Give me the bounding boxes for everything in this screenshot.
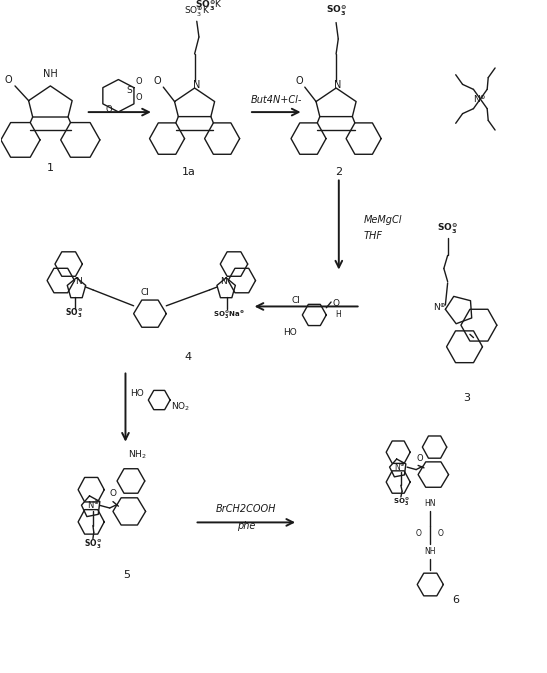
Text: 1: 1 <box>47 163 54 173</box>
Text: HO: HO <box>283 328 297 336</box>
Text: O: O <box>109 489 117 498</box>
Text: phe: phe <box>237 521 255 531</box>
Text: SO$_3^{\oplus}$K: SO$_3^{\oplus}$K <box>184 4 210 19</box>
Text: N: N <box>193 80 200 90</box>
Text: THF: THF <box>363 232 382 242</box>
Text: Cl: Cl <box>141 287 149 297</box>
Text: 6: 6 <box>452 595 459 604</box>
Text: O: O <box>415 529 421 538</box>
Text: N$^{\oplus}$: N$^{\oplus}$ <box>433 302 447 313</box>
Text: N$^{\oplus}$: N$^{\oplus}$ <box>474 93 487 105</box>
Text: N$^{\oplus}$: N$^{\oplus}$ <box>394 462 405 472</box>
Text: $\mathbf{SO_3^{\ominus}}$: $\mathbf{SO_3^{\ominus}}$ <box>325 3 347 18</box>
Text: Cl: Cl <box>292 296 301 305</box>
Text: O: O <box>105 105 112 114</box>
Text: NH: NH <box>424 547 436 556</box>
Text: $\mathbf{SO_3^{\ominus}}$K: $\mathbf{SO_3^{\ominus}}$K <box>195 0 223 13</box>
Text: HN: HN <box>424 499 436 508</box>
Text: O: O <box>416 454 423 464</box>
Text: MeMgCl: MeMgCl <box>363 215 402 225</box>
Text: S: S <box>126 86 132 95</box>
Text: O: O <box>295 76 303 86</box>
Text: 5: 5 <box>123 570 130 579</box>
Text: $\mathbf{SO_3^{\ominus}}$: $\mathbf{SO_3^{\ominus}}$ <box>393 496 409 508</box>
Text: N: N <box>75 277 82 286</box>
Text: N$^{\oplus}$: N$^{\oplus}$ <box>86 499 100 511</box>
Text: $\mathbf{SO_3^{\ominus}Na^{\oplus}}$: $\mathbf{SO_3^{\ominus}Na^{\oplus}}$ <box>213 308 245 321</box>
Text: BrCH2COOH: BrCH2COOH <box>216 504 277 514</box>
Text: 1a: 1a <box>182 168 196 177</box>
Text: O: O <box>333 299 339 308</box>
Text: NH$_2$: NH$_2$ <box>128 448 147 461</box>
Text: N: N <box>334 80 342 90</box>
Text: NH: NH <box>43 69 58 79</box>
Text: But4N+Cl-: But4N+Cl- <box>251 96 302 105</box>
Text: O: O <box>4 75 12 85</box>
Text: O: O <box>437 529 443 538</box>
Text: O: O <box>154 76 161 86</box>
Text: $\mathbf{SO_3^{\ominus}}$: $\mathbf{SO_3^{\ominus}}$ <box>66 307 84 320</box>
Text: O: O <box>136 77 142 86</box>
Text: O: O <box>136 94 142 102</box>
Text: 3: 3 <box>463 393 470 403</box>
Text: HO: HO <box>131 389 144 398</box>
Text: NO$_2$: NO$_2$ <box>171 400 191 413</box>
Text: 4: 4 <box>184 353 191 363</box>
Text: $\mathbf{SO_3^{\ominus}}$: $\mathbf{SO_3^{\ominus}}$ <box>437 222 458 236</box>
Text: $\mathbf{SO_3^{\ominus}}$: $\mathbf{SO_3^{\ominus}}$ <box>84 537 102 551</box>
Text: H: H <box>335 310 341 320</box>
Text: 2: 2 <box>335 168 342 177</box>
Text: N: N <box>220 277 226 286</box>
